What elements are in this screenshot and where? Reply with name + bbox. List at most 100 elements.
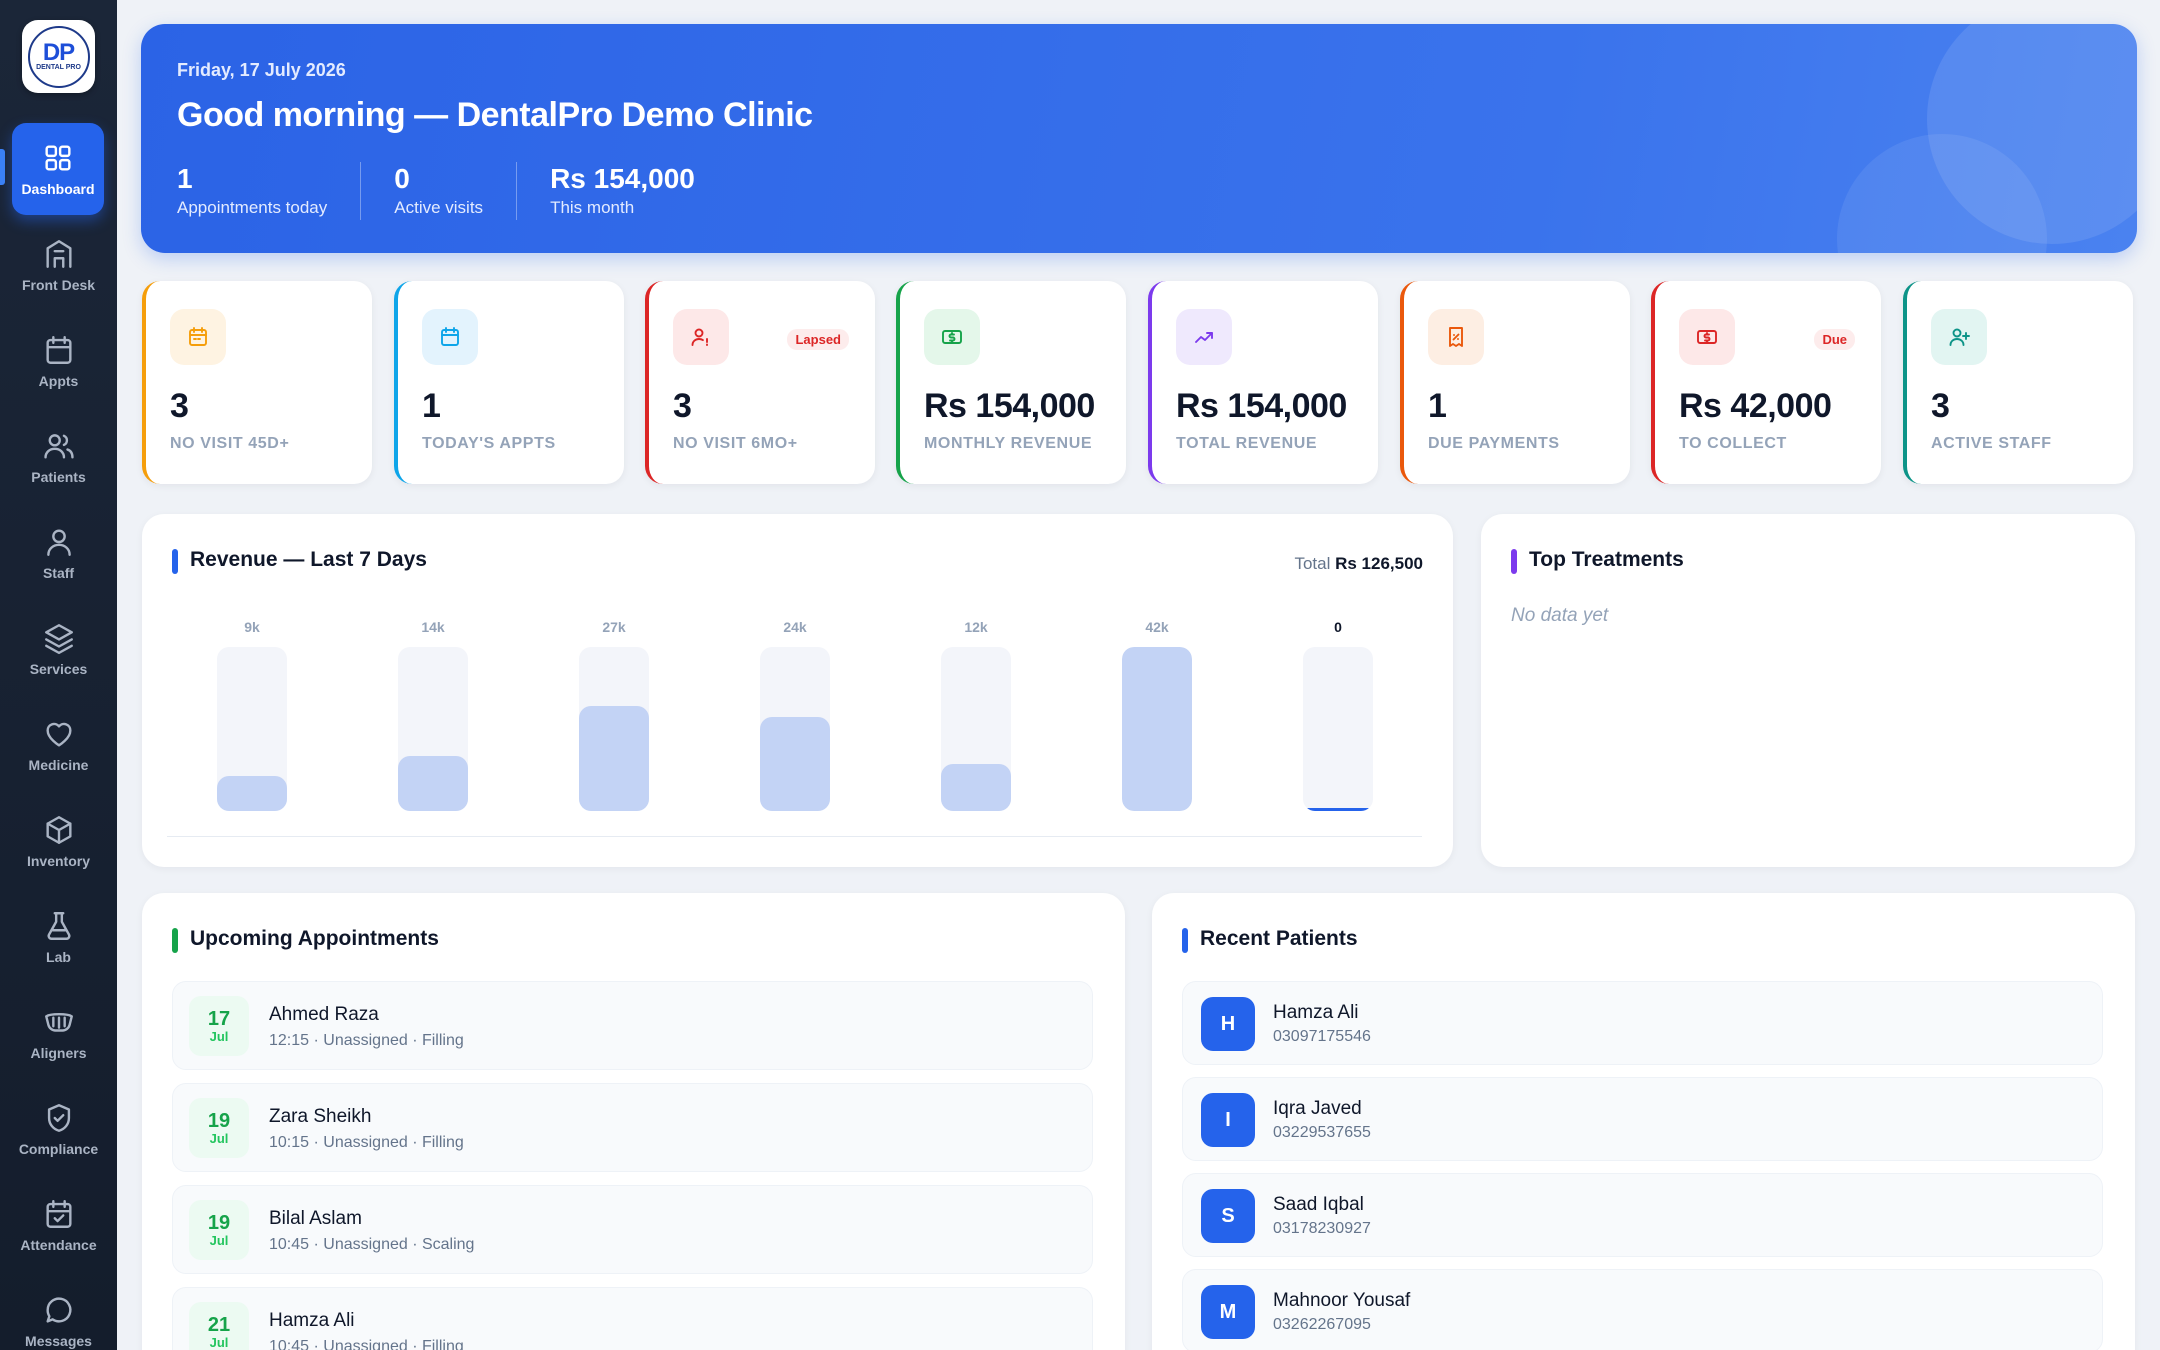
total-label: Total [1294, 554, 1331, 573]
due-badge: Due [1814, 329, 1855, 350]
stat-card-no-visit-6mo[interactable]: Lapsed 3 NO VISIT 6MO+ [645, 281, 875, 484]
date-month: Jul [209, 1334, 229, 1350]
nav-aligners[interactable]: Aligners [0, 987, 117, 1079]
patient-name: Mahnoor Yousaf [1273, 1290, 1411, 1311]
avatar: H [1201, 997, 1255, 1051]
nav-compliance[interactable]: Compliance [0, 1083, 117, 1175]
revenue-bar-2: 14k [398, 619, 468, 839]
date-badge: 19 Jul [189, 1098, 249, 1158]
stat-label: NO VISIT 6MO+ [673, 435, 798, 452]
nav-medicine[interactable]: Medicine [0, 699, 117, 791]
current-date: Friday, 17 July 2026 [177, 60, 346, 80]
stat-card-monthly-revenue[interactable]: Rs 154,000 MONTHLY REVENUE [896, 281, 1126, 484]
nav-front-desk[interactable]: Front Desk [0, 219, 117, 311]
nav-services[interactable]: Services [0, 603, 117, 695]
appointment-detail: 10:45 · Unassigned · Filling [269, 1338, 464, 1350]
bar-value-label: 9k [244, 619, 260, 635]
patient-name: Ahmed Raza [269, 1004, 379, 1025]
date-badge: 17 Jul [189, 996, 249, 1056]
bar-value-label: 27k [602, 619, 626, 635]
clinic-logo[interactable]: DP DENTAL PRO [22, 20, 95, 93]
upcoming-appointments-panel: Upcoming Appointments 17 Jul Ahmed Raza 1… [142, 893, 1125, 1350]
stat-label: ACTIVE STAFF [1931, 435, 2052, 452]
bar-value-label: 0 [1334, 619, 1342, 635]
bar-track [579, 647, 649, 811]
stat-value: 3 [1931, 387, 1950, 425]
nav-messages[interactable]: Messages [0, 1275, 117, 1350]
patient-phone: 03178230927 [1273, 1220, 1371, 1237]
nav-label: Messages [25, 1333, 92, 1349]
nav-lab[interactable]: Lab [0, 891, 117, 983]
revenue-bar-5: 12k [941, 619, 1011, 839]
box-icon [45, 816, 72, 844]
avatar: I [1201, 1093, 1255, 1147]
stat-card-active-staff[interactable]: 3 ACTIVE STAFF [1903, 281, 2133, 484]
cash-icon [924, 309, 980, 365]
bar-track [217, 647, 287, 811]
patient-phone: 03229537655 [1273, 1124, 1371, 1141]
lapsed-badge: Lapsed [787, 329, 849, 350]
nav-label: Medicine [28, 757, 89, 773]
nav-staff[interactable]: Staff [0, 507, 117, 599]
bar-value-label: 12k [964, 619, 988, 635]
stat-label: This month [550, 198, 635, 217]
empty-state: No data yet [1511, 605, 1609, 626]
stat-value: 3 [170, 387, 189, 425]
stat-label: Active visits [394, 198, 484, 217]
date-month: Jul [209, 1232, 229, 1248]
panel-title: Top Treatments [1511, 548, 1684, 574]
stat-value: 0 [394, 163, 410, 194]
appointment-row[interactable]: 19 Jul Zara Sheikh 10:15 · Unassigned · F… [172, 1083, 1093, 1172]
message-icon [45, 1297, 72, 1323]
stat-value: Rs 154,000 [550, 163, 695, 194]
stat-label: TOTAL REVENUE [1176, 435, 1318, 452]
patient-row[interactable]: H Hamza Ali 03097175546 [1182, 981, 2103, 1065]
stat-card-total-revenue[interactable]: Rs 154,000 TOTAL REVENUE [1148, 281, 1378, 484]
nav-patients[interactable]: Patients [0, 411, 117, 503]
appointment-row[interactable]: 19 Jul Bilal Aslam 10:45 · Unassigned · S… [172, 1185, 1093, 1274]
stat-card-to-collect[interactable]: Due Rs 42,000 TO COLLECT [1651, 281, 1881, 484]
logo-mark: DP DENTAL PRO [27, 25, 90, 88]
bar-track [941, 647, 1011, 811]
appointment-row[interactable]: 17 Jul Ahmed Raza 12:15 · Unassigned · Fi… [172, 981, 1093, 1070]
welcome-banner: Friday, 17 July 2026 Good morning — Dent… [141, 24, 2137, 253]
users-icon [43, 434, 74, 459]
logo-caption: DENTAL PRO [36, 64, 81, 71]
stat-card-no-visit-45d[interactable]: 3 NO VISIT 45D+ [142, 281, 372, 484]
revenue-bar-3: 27k [579, 619, 649, 839]
flask-icon [47, 912, 70, 940]
date-day: 21 [207, 1313, 231, 1336]
stat-label: TODAY'S APPTS [422, 435, 556, 452]
patient-name: Bilal Aslam [269, 1208, 362, 1229]
appointment-row[interactable]: 21 Jul Hamza Ali 10:45 · Unassigned · Fil… [172, 1287, 1093, 1350]
users-alert-icon [673, 309, 729, 365]
hero-stat-active-visits: 0 Active visits [394, 162, 518, 220]
nav-attendance[interactable]: Attendance [0, 1179, 117, 1271]
nav-dashboard[interactable]: Dashboard [12, 123, 104, 215]
patient-row[interactable]: S Saad Iqbal 03178230927 [1182, 1173, 2103, 1257]
greeting-title: Good morning — DentalPro Demo Clinic [177, 96, 813, 134]
calendar-icon [422, 309, 478, 365]
stat-card-due-payments[interactable]: 1 DUE PAYMENTS [1400, 281, 1630, 484]
top-treatments-panel: Top Treatments No data yet [1481, 514, 2135, 867]
appointment-detail: 10:15 · Unassigned · Filling [269, 1134, 464, 1151]
hero-stat-this-month: Rs 154,000 This month [550, 162, 728, 220]
patient-row[interactable]: M Mahnoor Yousaf 03262267095 [1182, 1269, 2103, 1350]
revenue-bar-6: 42k [1122, 619, 1192, 839]
stat-value: Rs 154,000 [1176, 387, 1347, 425]
patient-name: Iqra Javed [1273, 1098, 1362, 1119]
user-icon [46, 529, 71, 556]
stat-card-todays-appts[interactable]: 1 TODAY'S APPTS [394, 281, 624, 484]
patient-row[interactable]: I Iqra Javed 03229537655 [1182, 1077, 2103, 1161]
stat-value: Rs 154,000 [924, 387, 1095, 425]
nav-appts[interactable]: Appts [0, 315, 117, 407]
avatar: M [1201, 1285, 1255, 1339]
bar-track [760, 647, 830, 811]
nav-label: Front Desk [21, 277, 96, 293]
nav-inventory[interactable]: Inventory [0, 795, 117, 887]
revenue-bar-4: 24k [760, 619, 830, 839]
stat-label: DUE PAYMENTS [1428, 435, 1560, 452]
layers-icon [44, 624, 73, 655]
bar-fill [1122, 647, 1192, 811]
shield-check-icon [47, 1104, 70, 1132]
